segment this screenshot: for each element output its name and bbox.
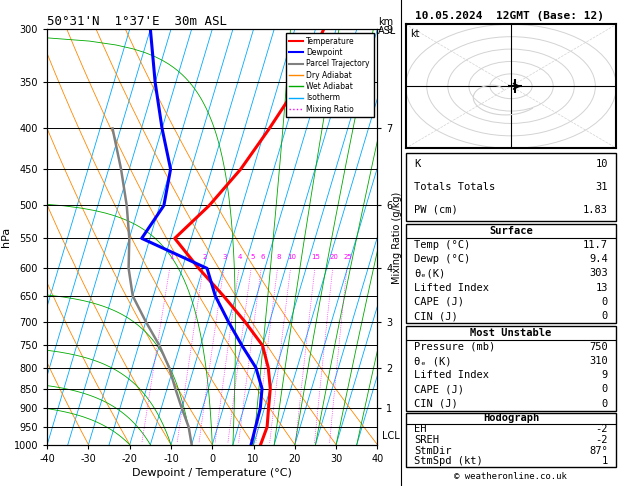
Legend: Temperature, Dewpoint, Parcel Trajectory, Dry Adiabat, Wet Adiabat, Isotherm, Mi: Temperature, Dewpoint, Parcel Trajectory… [286, 33, 374, 117]
Text: Surface: Surface [489, 226, 533, 236]
Text: 87°: 87° [589, 446, 608, 455]
Text: StmSpd (kt): StmSpd (kt) [414, 456, 483, 466]
Text: Most Unstable: Most Unstable [470, 328, 552, 338]
Text: LCL: LCL [382, 431, 399, 441]
Text: ASL: ASL [378, 26, 396, 36]
Text: Dewp (°C): Dewp (°C) [414, 254, 470, 264]
Text: Temp (°C): Temp (°C) [414, 240, 470, 250]
Text: CAPE (J): CAPE (J) [414, 384, 464, 395]
Text: 0: 0 [602, 297, 608, 307]
Text: 5: 5 [250, 254, 255, 260]
Text: -2: -2 [596, 435, 608, 445]
Text: Pressure (mb): Pressure (mb) [414, 342, 496, 352]
Text: 10: 10 [287, 254, 296, 260]
Text: 10.05.2024  12GMT (Base: 12): 10.05.2024 12GMT (Base: 12) [415, 11, 604, 21]
Text: 750: 750 [589, 342, 608, 352]
Text: 0: 0 [602, 311, 608, 321]
Text: K: K [414, 159, 420, 170]
Text: CIN (J): CIN (J) [414, 399, 458, 409]
Text: Mixing Ratio (g/kg): Mixing Ratio (g/kg) [392, 192, 402, 284]
Text: km: km [378, 17, 393, 27]
Text: Totals Totals: Totals Totals [414, 182, 496, 192]
Text: 8: 8 [276, 254, 281, 260]
Y-axis label: hPa: hPa [1, 227, 11, 247]
Text: 1: 1 [169, 254, 174, 260]
Text: Hodograph: Hodograph [483, 414, 539, 423]
Text: 11.7: 11.7 [583, 240, 608, 250]
Text: Lifted Index: Lifted Index [414, 282, 489, 293]
Text: θₑ (K): θₑ (K) [414, 356, 452, 366]
Text: 0: 0 [602, 399, 608, 409]
Text: 6: 6 [260, 254, 265, 260]
Text: 20: 20 [329, 254, 338, 260]
Text: CIN (J): CIN (J) [414, 311, 458, 321]
Text: θₑ(K): θₑ(K) [414, 268, 445, 278]
Text: kt: kt [410, 29, 420, 39]
Text: StmDir: StmDir [414, 446, 452, 455]
Text: SREH: SREH [414, 435, 439, 445]
Text: © weatheronline.co.uk: © weatheronline.co.uk [454, 472, 567, 481]
Text: 303: 303 [589, 268, 608, 278]
Text: 1: 1 [602, 456, 608, 466]
Text: 13: 13 [596, 282, 608, 293]
Text: 310: 310 [589, 356, 608, 366]
Text: 1.83: 1.83 [583, 205, 608, 215]
Text: PW (cm): PW (cm) [414, 205, 458, 215]
Text: -2: -2 [596, 424, 608, 434]
Text: 10: 10 [596, 159, 608, 170]
Text: 50°31'N  1°37'E  30m ASL: 50°31'N 1°37'E 30m ASL [47, 15, 227, 28]
Text: 9.4: 9.4 [589, 254, 608, 264]
Text: CAPE (J): CAPE (J) [414, 297, 464, 307]
Text: 0: 0 [602, 384, 608, 395]
Text: Lifted Index: Lifted Index [414, 370, 489, 380]
Text: 31: 31 [596, 182, 608, 192]
Text: 2: 2 [203, 254, 206, 260]
Text: 4: 4 [238, 254, 242, 260]
X-axis label: Dewpoint / Temperature (°C): Dewpoint / Temperature (°C) [132, 468, 292, 478]
Text: 9: 9 [602, 370, 608, 380]
Text: EH: EH [414, 424, 426, 434]
Text: 3: 3 [223, 254, 227, 260]
Text: 15: 15 [311, 254, 320, 260]
Text: 25: 25 [343, 254, 352, 260]
